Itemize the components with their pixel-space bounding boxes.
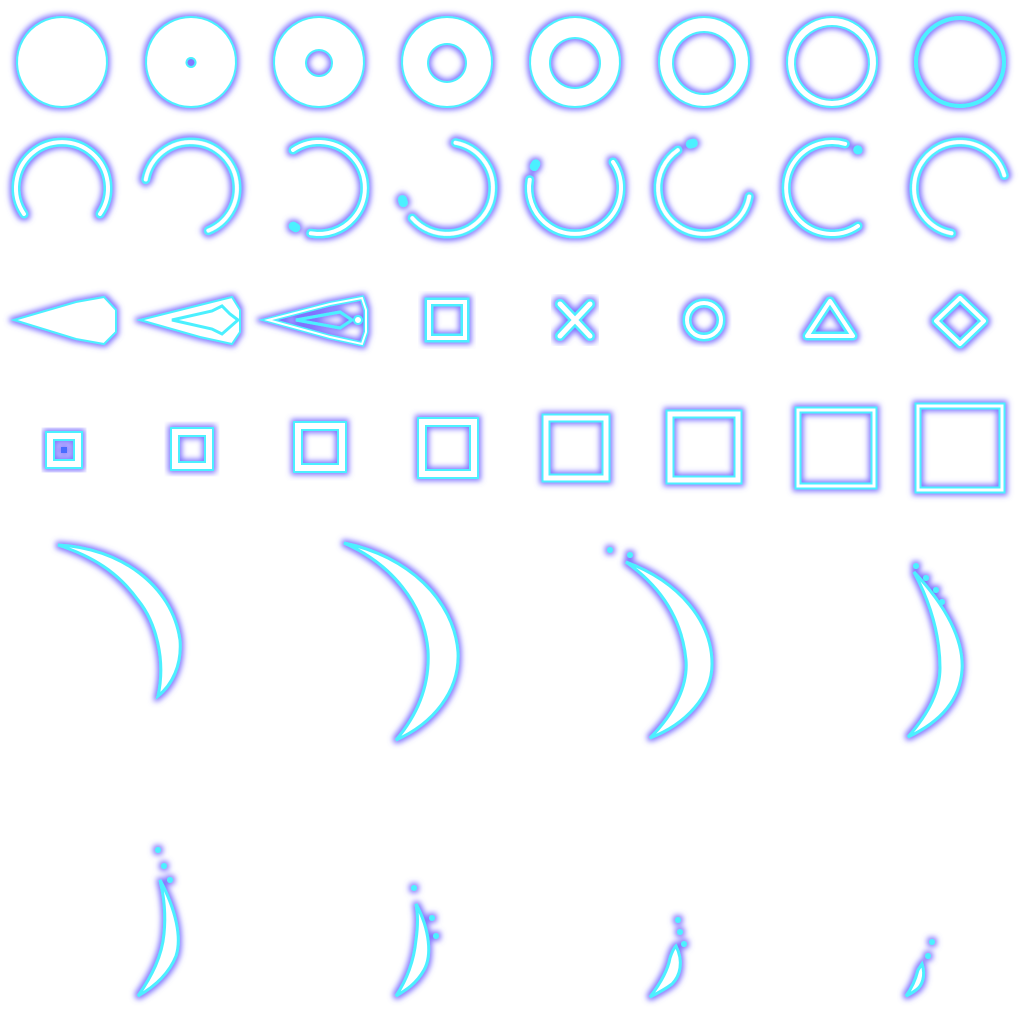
- square-frame-sprite-icon: [914, 402, 1006, 494]
- square-frame-sprite-icon: [293, 421, 347, 473]
- ring-sprite-icon: [273, 16, 365, 108]
- crescent-slash-sprite-icon: [394, 885, 439, 998]
- crescent-slash-sprite-icon: [57, 543, 182, 700]
- ring-sprite-icon: [529, 16, 621, 108]
- arc-sprite-icon: [653, 138, 754, 239]
- projectile-symbols-row: [10, 293, 989, 349]
- arc-sprite-icon: [909, 137, 1010, 238]
- cross-symbol-icon: [555, 299, 595, 341]
- triangle-symbol-icon: [802, 296, 858, 341]
- square-frame-sprite-icon: [794, 406, 878, 490]
- square-frame-sprite-icon: [417, 417, 479, 479]
- arc-sprite-icon: [288, 137, 370, 239]
- thin-ring-sprite-icon: [914, 16, 1006, 108]
- square-frame-sprite-icon: [45, 431, 83, 469]
- square-frame-sprite-icon: [541, 413, 611, 483]
- arc-sprite-icon: [524, 157, 626, 239]
- square-grow-row: [45, 402, 1006, 494]
- solid-dart-sprite-icon: [10, 295, 117, 346]
- outline-dart-sprite-icon: [136, 295, 241, 346]
- ring-sprite-icon: [145, 16, 237, 108]
- solid-circle-sprite-icon: [16, 16, 108, 108]
- diamond-symbol-icon: [931, 293, 989, 349]
- ring-sprite-icon: [786, 16, 878, 108]
- crescent-slash-sprite-icon: [648, 917, 687, 999]
- ring-sprite-icon: [658, 16, 750, 108]
- crescent-slash-sprite-icon: [607, 547, 714, 740]
- circle-symbol-icon: [682, 298, 726, 342]
- arc-sprite-icon: [781, 137, 863, 239]
- crescent-slash-sprite-icon: [136, 847, 180, 998]
- ring-sequence-row: [16, 16, 1006, 108]
- ring-sprite-icon: [401, 16, 493, 108]
- crescent-slash-sprite-icon: [906, 563, 964, 739]
- arc-sprite-icon: [11, 137, 113, 219]
- crescent-slash-frames: [57, 541, 964, 999]
- arc-sprite-icon: [141, 137, 242, 238]
- square-frame-sprite-icon: [170, 427, 214, 471]
- crescent-slash-sprite-icon: [904, 939, 935, 998]
- crescent-slash-sprite-icon: [343, 541, 460, 742]
- arc-spin-row: [11, 137, 1010, 239]
- square-frame-sprite-icon: [665, 409, 743, 485]
- square-symbol-icon: [424, 297, 470, 343]
- thin-dart-sprite-icon: [258, 295, 369, 347]
- arc-sprite-icon: [397, 138, 498, 239]
